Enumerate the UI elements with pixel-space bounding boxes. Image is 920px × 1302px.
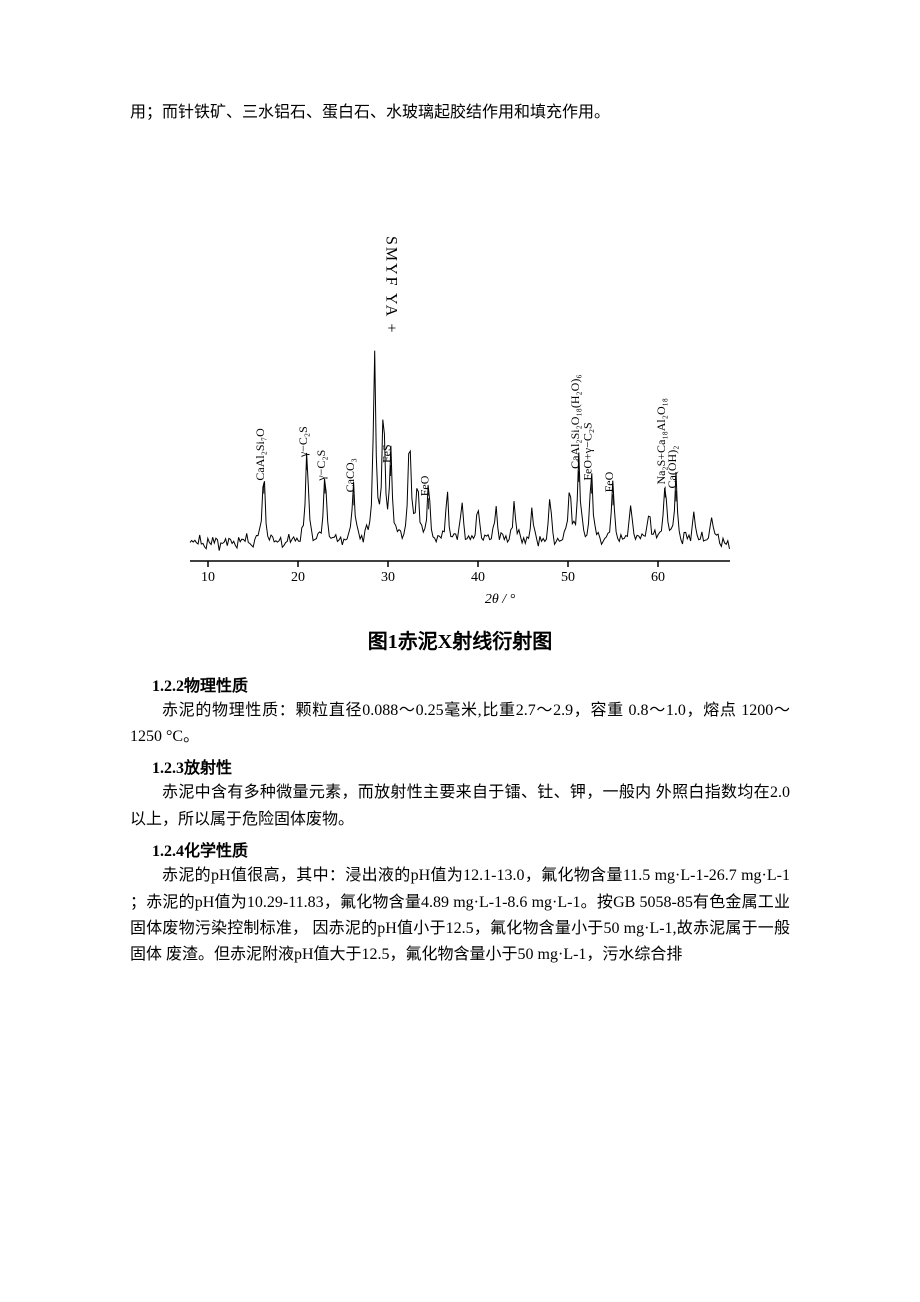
svg-text:SMYF YA +: SMYF YA + xyxy=(383,236,400,334)
heading-1-2-3: 1.2.3放射性 xyxy=(152,754,790,778)
page: 用；而针铁矿、三水铝石、蛋白石、水玻璃起胶结作用和填充作用。 10 20 30 40 5… xyxy=(0,0,920,1051)
svg-text:FeS: FeS xyxy=(380,444,394,463)
svg-text:FeO+γ−C₂S: FeO+γ−C₂S xyxy=(580,422,594,480)
svg-text:FeO: FeO xyxy=(602,471,616,492)
heading-1-2-2: 1.2.2物理性质 xyxy=(152,672,790,696)
para-1-2-3: 赤泥中含有多种微量元素，而放射性主要来自于镭、钍、钾，一般内 外照白指数均在2.… xyxy=(130,780,790,833)
svg-text:40: 40 xyxy=(471,570,485,585)
svg-text:γ−C₂S: γ−C₂S xyxy=(314,449,328,481)
svg-text:30: 30 xyxy=(381,570,395,585)
svg-text:Ca(OH)₂: Ca(OH)₂ xyxy=(665,445,679,488)
svg-text:CaAl₂Si₇O: CaAl₂Si₇O xyxy=(253,428,267,481)
para-1-2-4: 赤泥的pH值很高，其中：浸出液的pH值为12.1-13.0，氟化物含量11.5 … xyxy=(130,863,790,969)
xrd-svg: 10 20 30 40 50 60 2θ / ° CaAl₂Si₇O γ−C₂S γ−C₂S CaC… xyxy=(170,166,750,606)
top-continuation-line: 用；而针铁矿、三水铝石、蛋白石、水玻璃起胶结作用和填充作用。 xyxy=(130,100,790,126)
figure-caption: 图1赤泥X射线衍射图 xyxy=(130,625,790,654)
xrd-chart: 10 20 30 40 50 60 2θ / ° CaAl₂Si₇O γ−C₂S γ−C₂S CaC… xyxy=(170,166,750,611)
svg-text:10: 10 xyxy=(201,570,215,585)
svg-text:50: 50 xyxy=(561,570,575,585)
svg-text:20: 20 xyxy=(291,570,305,585)
svg-text:FeO: FeO xyxy=(418,475,432,496)
para-1-2-2: 赤泥的物理性质：颗粒直径0.088〜0.25毫米,比重2.7〜2.9，容重 0.… xyxy=(130,698,790,751)
svg-text:60: 60 xyxy=(651,570,665,585)
svg-text:γ−C₂S: γ−C₂S xyxy=(296,426,310,458)
heading-1-2-4: 1.2.4化学性质 xyxy=(152,837,790,861)
svg-text:2θ / °: 2θ / ° xyxy=(485,592,516,606)
svg-text:CaCO₃: CaCO₃ xyxy=(343,458,357,492)
